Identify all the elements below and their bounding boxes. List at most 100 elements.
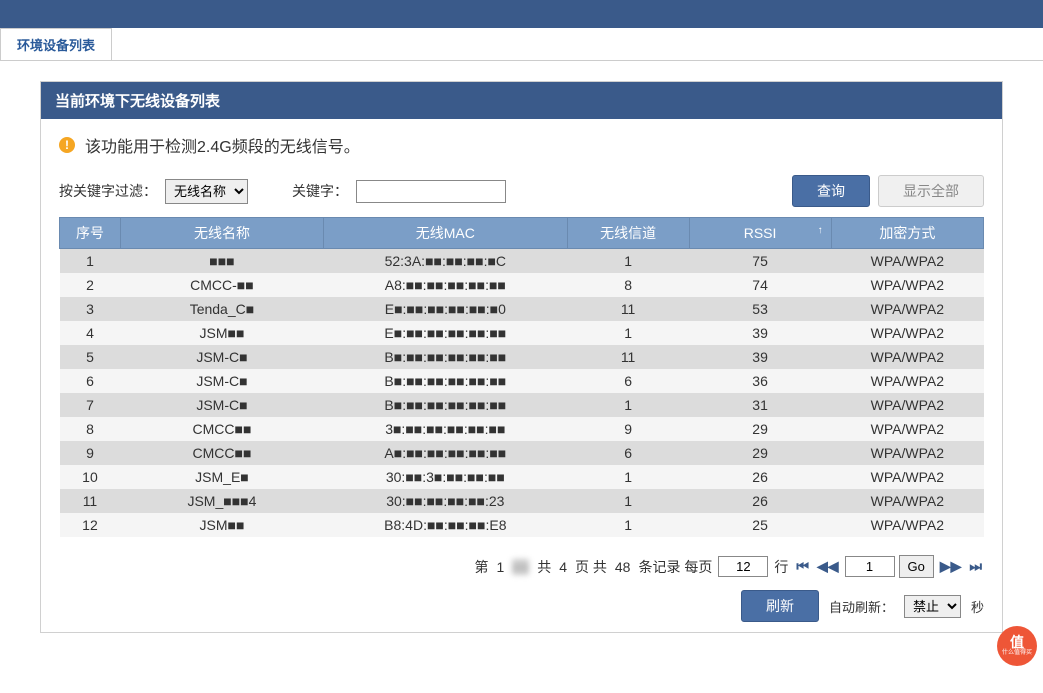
cell-idx: 11 bbox=[60, 489, 121, 513]
cell-enc: WPA/WPA2 bbox=[831, 417, 983, 441]
refresh-row: 刷新 自动刷新： 禁止 秒 bbox=[41, 586, 1002, 632]
content-wrap: 当前环境下无线设备列表 ! 该功能用于检测2.4G频段的无线信号。 按关键字过滤… bbox=[0, 61, 1043, 693]
query-button[interactable]: 查询 bbox=[792, 175, 870, 207]
cell-rssi: 25 bbox=[689, 513, 831, 537]
table-zone: 序号无线名称无线MAC无线信道RSSI↑加密方式 1■■■52:3A:■■:■■… bbox=[41, 217, 1002, 547]
pg-mid1: 共 bbox=[537, 557, 551, 577]
table-row[interactable]: 5JSM-C■B■:■■:■■:■■:■■:■■1139WPA/WPA2 bbox=[60, 345, 984, 369]
cell-rssi: 39 bbox=[689, 321, 831, 345]
cell-enc: WPA/WPA2 bbox=[831, 249, 983, 274]
cell-rssi: 74 bbox=[689, 273, 831, 297]
cell-mac: B■:■■:■■:■■:■■:■■ bbox=[323, 345, 567, 369]
keyword-input[interactable] bbox=[356, 180, 506, 203]
pg-mid3: 条记录 每页 bbox=[638, 557, 712, 577]
cell-mac: 52:3A:■■:■■:■■:■C bbox=[323, 249, 567, 274]
watermark-line2: 什么值得买 bbox=[1002, 650, 1032, 657]
cell-chan: 1 bbox=[567, 489, 689, 513]
goto-page-input[interactable] bbox=[845, 556, 895, 577]
cell-mac: E■:■■:■■:■■:■■:■0 bbox=[323, 297, 567, 321]
cell-mac: E■:■■:■■:■■:■■:■■ bbox=[323, 321, 567, 345]
cell-enc: WPA/WPA2 bbox=[831, 513, 983, 537]
cell-idx: 8 bbox=[60, 417, 121, 441]
cell-name: CMCC■■ bbox=[120, 441, 323, 465]
cell-idx: 3 bbox=[60, 297, 121, 321]
seconds-suffix: 秒 bbox=[971, 597, 984, 616]
col-header[interactable]: RSSI↑ bbox=[689, 218, 831, 249]
cell-rssi: 39 bbox=[689, 345, 831, 369]
auto-refresh-select[interactable]: 禁止 bbox=[904, 595, 961, 618]
cell-name: JSM■■ bbox=[120, 321, 323, 345]
cell-mac: B■:■■:■■:■■:■■:■■ bbox=[323, 369, 567, 393]
table-row[interactable]: 1■■■52:3A:■■:■■:■■:■C175WPA/WPA2 bbox=[60, 249, 984, 274]
cell-idx: 12 bbox=[60, 513, 121, 537]
col-header[interactable]: 无线信道 bbox=[567, 218, 689, 249]
last-page-icon[interactable]: ⏭ bbox=[967, 558, 984, 575]
table-row[interactable]: 3Tenda_C■E■:■■:■■:■■:■■:■01153WPA/WPA2 bbox=[60, 297, 984, 321]
cell-chan: 6 bbox=[567, 441, 689, 465]
cell-chan: 1 bbox=[567, 249, 689, 274]
cell-mac: 3■:■■:■■:■■:■■:■■ bbox=[323, 417, 567, 441]
cell-name: JSM-C■ bbox=[120, 369, 323, 393]
cell-mac: B8:4D:■■:■■:■■:E8 bbox=[323, 513, 567, 537]
col-header[interactable]: 无线名称 bbox=[120, 218, 323, 249]
cell-enc: WPA/WPA2 bbox=[831, 297, 983, 321]
refresh-button[interactable]: 刷新 bbox=[741, 590, 819, 622]
device-table: 序号无线名称无线MAC无线信道RSSI↑加密方式 1■■■52:3A:■■:■■… bbox=[59, 217, 984, 537]
cell-chan: 8 bbox=[567, 273, 689, 297]
table-row[interactable]: 12JSM■■B8:4D:■■:■■:■■:E8125WPA/WPA2 bbox=[60, 513, 984, 537]
first-page-icon[interactable]: ⏮ bbox=[794, 558, 811, 575]
cell-idx: 7 bbox=[60, 393, 121, 417]
cell-rssi: 53 bbox=[689, 297, 831, 321]
cell-name: CMCC■■ bbox=[120, 417, 323, 441]
table-row[interactable]: 6JSM-C■B■:■■:■■:■■:■■:■■636WPA/WPA2 bbox=[60, 369, 984, 393]
cell-idx: 4 bbox=[60, 321, 121, 345]
cell-idx: 5 bbox=[60, 345, 121, 369]
next-page-icon[interactable]: ▶▶ bbox=[938, 558, 964, 575]
table-row[interactable]: 10JSM_E■30:■■:3■:■■:■■:■■126WPA/WPA2 bbox=[60, 465, 984, 489]
watermark-badge: 值 什么值得买 bbox=[997, 626, 1037, 666]
cell-chan: 11 bbox=[567, 345, 689, 369]
go-button[interactable]: Go bbox=[899, 555, 934, 578]
col-header[interactable]: 加密方式 bbox=[831, 218, 983, 249]
table-row[interactable]: 4JSM■■E■:■■:■■:■■:■■:■■139WPA/WPA2 bbox=[60, 321, 984, 345]
col-header[interactable]: 无线MAC bbox=[323, 218, 567, 249]
filter-by-label: 按关键字过滤： bbox=[59, 181, 157, 201]
cell-rssi: 26 bbox=[689, 465, 831, 489]
cell-name: Tenda_C■ bbox=[120, 297, 323, 321]
sort-asc-icon: ↑ bbox=[818, 225, 823, 236]
top-bar bbox=[0, 0, 1043, 28]
cell-idx: 10 bbox=[60, 465, 121, 489]
cell-mac: B■:■■:■■:■■:■■:■■ bbox=[323, 393, 567, 417]
table-row[interactable]: 2CMCC-■■A8:■■:■■:■■:■■:■■874WPA/WPA2 bbox=[60, 273, 984, 297]
table-row[interactable]: 9CMCC■■A■:■■:■■:■■:■■:■■629WPA/WPA2 bbox=[60, 441, 984, 465]
cell-name: JSM-C■ bbox=[120, 345, 323, 369]
pg-total-pages: 4 bbox=[559, 559, 567, 575]
pg-mid2: 页 共 bbox=[575, 557, 607, 577]
table-row[interactable]: 11JSM_■■■430:■■:■■:■■:■■:23126WPA/WPA2 bbox=[60, 489, 984, 513]
table-row[interactable]: 7JSM-C■B■:■■:■■:■■:■■:■■131WPA/WPA2 bbox=[60, 393, 984, 417]
cell-idx: 6 bbox=[60, 369, 121, 393]
pg-blur: ■■ bbox=[512, 559, 529, 575]
tab-env-device-list[interactable]: 环境设备列表 bbox=[0, 28, 112, 60]
col-header[interactable]: 序号 bbox=[60, 218, 121, 249]
cell-name: ■■■ bbox=[120, 249, 323, 274]
cell-rssi: 31 bbox=[689, 393, 831, 417]
show-all-button[interactable]: 显示全部 bbox=[878, 175, 984, 207]
cell-rssi: 36 bbox=[689, 369, 831, 393]
cell-name: JSM_■■■4 bbox=[120, 489, 323, 513]
info-icon: ! bbox=[59, 137, 75, 153]
cell-enc: WPA/WPA2 bbox=[831, 273, 983, 297]
cell-rssi: 29 bbox=[689, 417, 831, 441]
per-page-input[interactable] bbox=[718, 556, 768, 577]
cell-idx: 1 bbox=[60, 249, 121, 274]
table-row[interactable]: 8CMCC■■3■:■■:■■:■■:■■:■■929WPA/WPA2 bbox=[60, 417, 984, 441]
cell-mac: A8:■■:■■:■■:■■:■■ bbox=[323, 273, 567, 297]
cell-enc: WPA/WPA2 bbox=[831, 345, 983, 369]
cell-rssi: 75 bbox=[689, 249, 831, 274]
cell-enc: WPA/WPA2 bbox=[831, 489, 983, 513]
prev-page-icon[interactable]: ◀◀ bbox=[815, 558, 841, 575]
panel: 当前环境下无线设备列表 ! 该功能用于检测2.4G频段的无线信号。 按关键字过滤… bbox=[40, 81, 1003, 633]
pg-prefix: 第 bbox=[474, 557, 488, 577]
cell-enc: WPA/WPA2 bbox=[831, 321, 983, 345]
filter-by-select[interactable]: 无线名称 bbox=[165, 179, 248, 204]
